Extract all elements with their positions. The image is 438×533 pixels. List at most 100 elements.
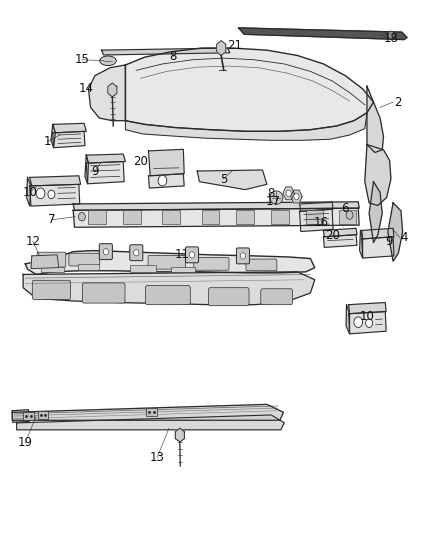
- Polygon shape: [27, 177, 31, 206]
- FancyBboxPatch shape: [261, 289, 293, 305]
- Bar: [339, 211, 356, 224]
- Text: 15: 15: [74, 53, 89, 66]
- Polygon shape: [51, 124, 55, 148]
- FancyBboxPatch shape: [148, 255, 185, 269]
- Circle shape: [48, 190, 55, 199]
- Polygon shape: [197, 170, 267, 190]
- Polygon shape: [323, 235, 357, 247]
- FancyBboxPatch shape: [185, 247, 198, 263]
- FancyBboxPatch shape: [237, 248, 250, 264]
- Polygon shape: [73, 208, 359, 227]
- FancyBboxPatch shape: [130, 245, 143, 261]
- Polygon shape: [31, 255, 59, 269]
- Polygon shape: [217, 41, 226, 55]
- Bar: [271, 211, 289, 224]
- Circle shape: [103, 248, 109, 255]
- Polygon shape: [349, 303, 386, 314]
- Text: 10: 10: [360, 310, 374, 324]
- Polygon shape: [23, 272, 315, 305]
- Polygon shape: [102, 48, 230, 55]
- Polygon shape: [88, 65, 125, 120]
- Polygon shape: [25, 251, 315, 274]
- Bar: [146, 408, 157, 416]
- Polygon shape: [346, 305, 350, 334]
- Text: 20: 20: [133, 155, 148, 168]
- Polygon shape: [283, 187, 294, 200]
- Text: 12: 12: [25, 235, 40, 247]
- Bar: [130, 265, 156, 272]
- Bar: [162, 211, 180, 224]
- Polygon shape: [362, 228, 394, 239]
- Circle shape: [366, 319, 373, 327]
- Text: 11: 11: [174, 248, 190, 261]
- Polygon shape: [300, 209, 333, 231]
- Circle shape: [240, 253, 246, 259]
- FancyBboxPatch shape: [82, 283, 125, 303]
- Polygon shape: [73, 202, 359, 211]
- FancyBboxPatch shape: [37, 252, 66, 267]
- Polygon shape: [175, 428, 184, 442]
- Text: 17: 17: [266, 195, 281, 208]
- Polygon shape: [85, 155, 88, 184]
- Polygon shape: [86, 161, 124, 184]
- Text: 10: 10: [22, 186, 37, 199]
- Ellipse shape: [270, 191, 283, 204]
- Circle shape: [189, 252, 194, 258]
- Polygon shape: [148, 149, 184, 176]
- Polygon shape: [323, 228, 357, 237]
- Text: 6: 6: [342, 201, 349, 215]
- Bar: [123, 211, 141, 224]
- Polygon shape: [360, 230, 363, 258]
- Circle shape: [354, 317, 363, 327]
- Polygon shape: [53, 123, 86, 133]
- Circle shape: [286, 190, 291, 197]
- Text: 14: 14: [79, 82, 94, 95]
- FancyBboxPatch shape: [145, 286, 190, 305]
- Bar: [38, 411, 48, 419]
- Text: 9: 9: [91, 165, 99, 177]
- Text: 21: 21: [227, 39, 242, 52]
- Polygon shape: [125, 48, 374, 131]
- FancyBboxPatch shape: [246, 259, 277, 271]
- Text: 8: 8: [170, 50, 177, 62]
- Polygon shape: [239, 28, 407, 39]
- Bar: [201, 211, 219, 224]
- Text: 18: 18: [384, 32, 398, 45]
- Circle shape: [158, 175, 167, 186]
- Text: 9: 9: [385, 235, 392, 247]
- Circle shape: [388, 31, 394, 39]
- Ellipse shape: [100, 56, 116, 66]
- Polygon shape: [12, 410, 29, 422]
- Bar: [78, 264, 99, 270]
- Polygon shape: [53, 131, 85, 148]
- Polygon shape: [86, 154, 125, 163]
- Text: 5: 5: [220, 173, 227, 185]
- FancyBboxPatch shape: [99, 244, 113, 260]
- Polygon shape: [362, 237, 394, 258]
- Text: 13: 13: [150, 451, 165, 464]
- Bar: [237, 211, 254, 224]
- Bar: [23, 412, 34, 420]
- Circle shape: [346, 211, 353, 219]
- Polygon shape: [12, 405, 283, 420]
- Circle shape: [36, 188, 45, 199]
- Bar: [88, 211, 106, 224]
- Text: 16: 16: [314, 216, 329, 229]
- Bar: [171, 266, 195, 272]
- Polygon shape: [148, 174, 184, 188]
- Text: 2: 2: [394, 95, 401, 109]
- Polygon shape: [365, 144, 391, 206]
- Text: 20: 20: [325, 229, 339, 242]
- FancyBboxPatch shape: [32, 280, 71, 300]
- Text: 19: 19: [18, 436, 33, 449]
- Polygon shape: [349, 312, 386, 334]
- FancyBboxPatch shape: [208, 288, 249, 306]
- Polygon shape: [30, 184, 80, 206]
- Polygon shape: [369, 182, 382, 243]
- Polygon shape: [30, 176, 81, 186]
- FancyBboxPatch shape: [69, 253, 100, 266]
- Polygon shape: [125, 113, 367, 140]
- Bar: [41, 266, 64, 272]
- Polygon shape: [300, 203, 333, 212]
- Text: 8: 8: [268, 187, 275, 200]
